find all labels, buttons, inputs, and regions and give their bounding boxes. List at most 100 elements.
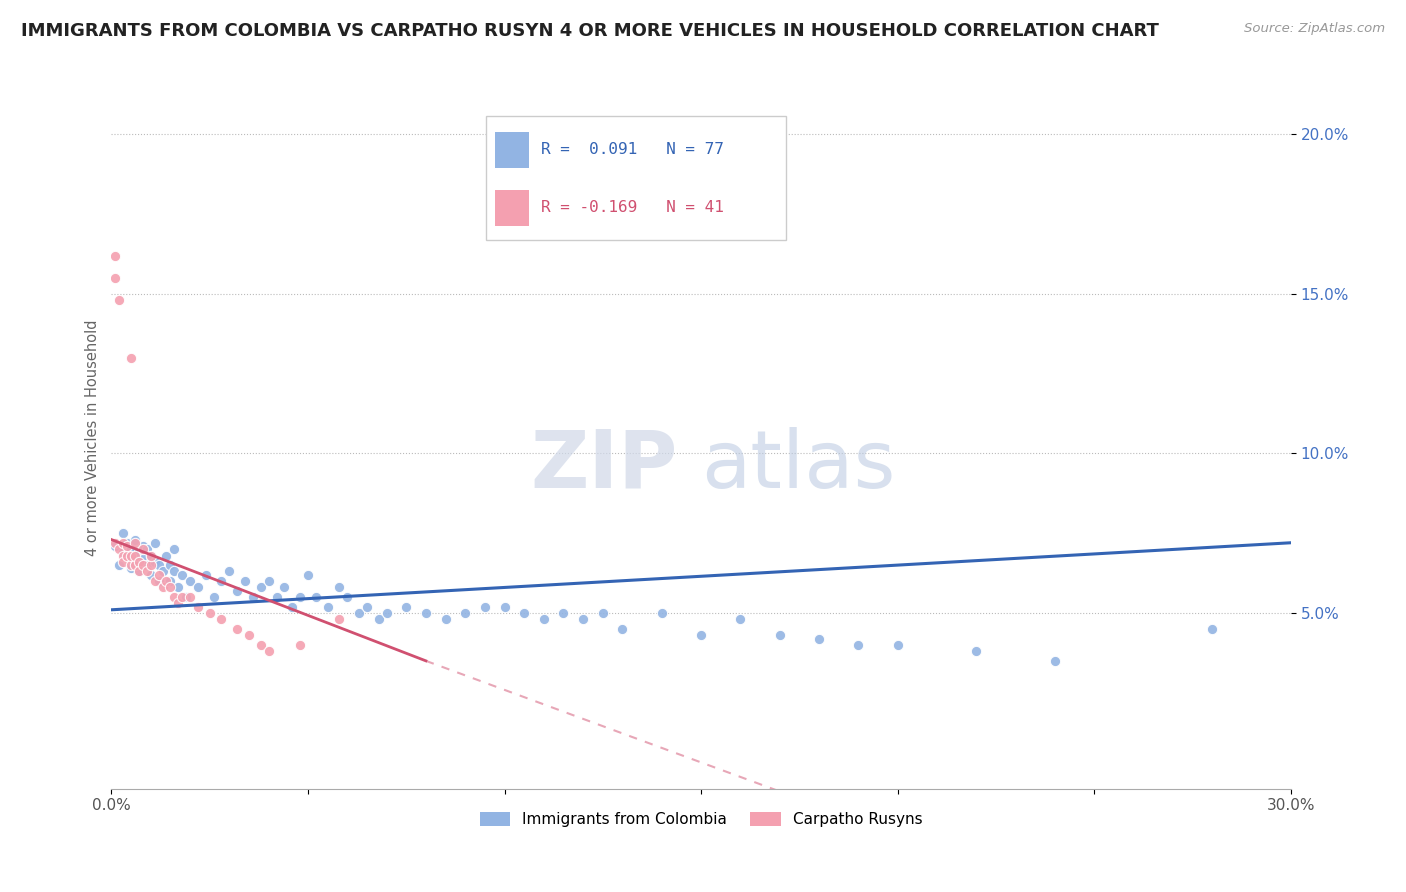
Point	[249, 638, 271, 652]
Point	[305, 590, 328, 604]
Point	[238, 628, 260, 642]
Point	[553, 606, 575, 620]
Point	[612, 622, 634, 636]
Text: IMMIGRANTS FROM COLOMBIA VS CARPATHO RUSYN 4 OR MORE VEHICLES IN HOUSEHOLD CORRE: IMMIGRANTS FROM COLOMBIA VS CARPATHO RUS…	[21, 22, 1159, 40]
Point	[651, 606, 673, 620]
Point	[124, 555, 146, 569]
Point	[367, 612, 389, 626]
Point	[143, 574, 166, 588]
Point	[152, 581, 174, 595]
Point	[124, 558, 146, 573]
Point	[108, 542, 131, 557]
Point	[273, 581, 295, 595]
Point	[139, 558, 162, 573]
Point	[172, 590, 194, 604]
Point	[148, 567, 170, 582]
Point	[172, 567, 194, 582]
Point	[1201, 622, 1223, 636]
Point	[112, 549, 135, 563]
Point	[108, 558, 131, 573]
Point	[347, 606, 370, 620]
Point	[288, 638, 311, 652]
Point	[572, 612, 595, 626]
Point	[513, 606, 536, 620]
Point	[257, 644, 280, 658]
Point	[143, 535, 166, 549]
Point	[356, 599, 378, 614]
Point	[132, 558, 155, 573]
Point	[328, 612, 350, 626]
Point	[415, 606, 437, 620]
Point	[375, 606, 398, 620]
Point	[135, 565, 157, 579]
Point	[159, 574, 181, 588]
Point	[257, 574, 280, 588]
Point	[104, 535, 127, 549]
Point	[336, 590, 359, 604]
Point	[266, 590, 288, 604]
Point	[167, 596, 190, 610]
Point	[112, 526, 135, 541]
Point	[494, 599, 516, 614]
Point	[163, 565, 186, 579]
Point	[288, 590, 311, 604]
Point	[179, 574, 201, 588]
Point	[148, 558, 170, 573]
Point	[690, 628, 713, 642]
Y-axis label: 4 or more Vehicles in Household: 4 or more Vehicles in Household	[86, 319, 100, 556]
Point	[474, 599, 496, 614]
Point	[120, 351, 142, 365]
Point	[115, 549, 138, 563]
Point	[128, 545, 150, 559]
Point	[135, 558, 157, 573]
Point	[211, 612, 233, 626]
Point	[120, 542, 142, 557]
Point	[454, 606, 477, 620]
Point	[163, 542, 186, 557]
Point	[202, 590, 225, 604]
Text: atlas: atlas	[702, 426, 896, 505]
Point	[179, 590, 201, 604]
Point	[155, 574, 177, 588]
Point	[120, 558, 142, 573]
Point	[104, 248, 127, 262]
Point	[112, 535, 135, 549]
Point	[316, 599, 339, 614]
Point	[143, 555, 166, 569]
Point	[112, 545, 135, 559]
Point	[104, 539, 127, 553]
Point	[395, 599, 418, 614]
Point	[808, 632, 831, 646]
Point	[132, 542, 155, 557]
Point	[297, 567, 319, 582]
Point	[139, 567, 162, 582]
Point	[226, 583, 249, 598]
Point	[128, 565, 150, 579]
Point	[139, 549, 162, 563]
Point	[211, 574, 233, 588]
Point	[159, 581, 181, 595]
Point	[886, 638, 908, 652]
Text: Source: ZipAtlas.com: Source: ZipAtlas.com	[1244, 22, 1385, 36]
Point	[198, 606, 221, 620]
Point	[328, 581, 350, 595]
Point	[128, 555, 150, 569]
Point	[187, 599, 209, 614]
Point	[159, 558, 181, 573]
Legend: Immigrants from Colombia, Carpatho Rusyns: Immigrants from Colombia, Carpatho Rusyn…	[474, 806, 929, 833]
Point	[115, 549, 138, 563]
Point	[730, 612, 752, 626]
Point	[120, 549, 142, 563]
Point	[104, 271, 127, 285]
Point	[155, 549, 177, 563]
Point	[124, 533, 146, 547]
Text: ZIP: ZIP	[530, 426, 678, 505]
Point	[281, 599, 304, 614]
Point	[108, 293, 131, 308]
Point	[592, 606, 614, 620]
Point	[112, 555, 135, 569]
Point	[124, 549, 146, 563]
Point	[174, 590, 197, 604]
Point	[152, 565, 174, 579]
Point	[115, 535, 138, 549]
